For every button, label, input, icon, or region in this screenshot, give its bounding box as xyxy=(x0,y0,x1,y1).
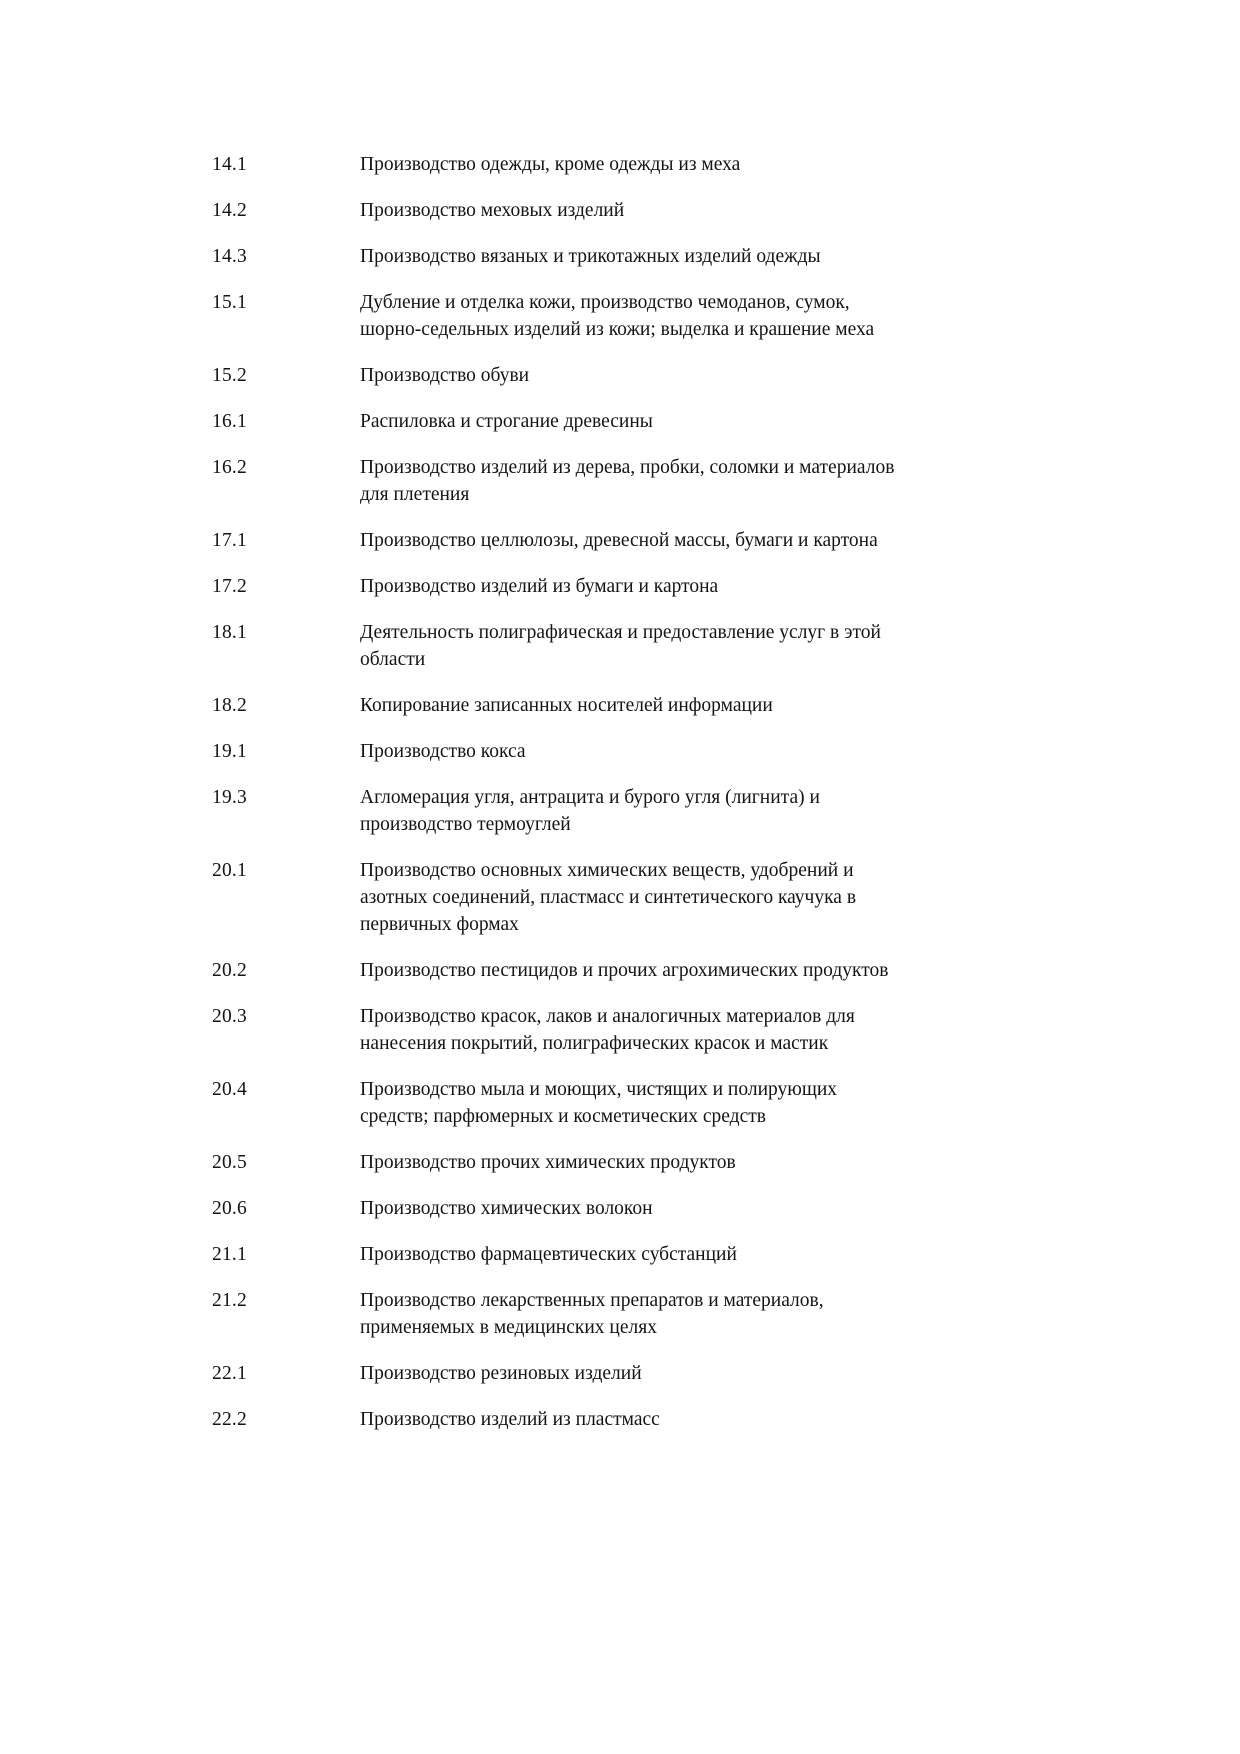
industry-code: 16.2 xyxy=(212,457,247,478)
industry-description: Производство изделий из пластмасс xyxy=(360,1409,660,1430)
industry-description: Производство изделий из бумаги и картона xyxy=(360,576,719,597)
industry-code: 16.1 xyxy=(212,411,247,432)
industry-code-row: 20.2 Производство пестицидов и прочих аг… xyxy=(212,957,1180,984)
industry-code-row: 20.4 Производство мыла и моющих, чистящи… xyxy=(212,1076,1180,1130)
industry-code: 21.2 xyxy=(212,1290,247,1311)
industry-description: Распиловка и строгание древесины xyxy=(360,411,653,432)
industry-description: Агломерация угля, антрацита и бурого угл… xyxy=(360,787,820,835)
industry-code-row: 14.1 Производство одежды, кроме одежды и… xyxy=(212,151,1180,178)
industry-code: 18.1 xyxy=(212,622,247,643)
industry-description: Производство лекарственных препаратов и … xyxy=(360,1290,824,1338)
industry-code: 20.4 xyxy=(212,1079,247,1100)
industry-code: 19.3 xyxy=(212,787,247,808)
industry-code-row: 22.1 Производство резиновых изделий xyxy=(212,1360,1180,1387)
industry-description: Производство целлюлозы, древесной массы,… xyxy=(360,530,878,551)
industry-description: Производство основных химических веществ… xyxy=(360,860,857,935)
industry-code-row: 16.2 Производство изделий из дерева, про… xyxy=(212,454,1180,508)
industry-code: 20.6 xyxy=(212,1198,247,1219)
industry-description: Деятельность полиграфическая и предостав… xyxy=(360,622,881,670)
industry-code-list: 14.1 Производство одежды, кроме одежды и… xyxy=(212,151,1180,1433)
industry-code-row: 15.1 Дубление и отделка кожи, производст… xyxy=(212,289,1180,343)
industry-code: 18.2 xyxy=(212,695,247,716)
industry-description: Производство кокса xyxy=(360,741,526,762)
industry-code: 14.2 xyxy=(212,200,247,221)
industry-description: Производство красок, лаков и аналогичных… xyxy=(360,1006,855,1054)
industry-description: Производство одежды, кроме одежды из мех… xyxy=(360,154,741,175)
industry-description: Производство фармацевтических субстанций xyxy=(360,1244,737,1265)
industry-code: 20.1 xyxy=(212,860,247,881)
industry-code-row: 20.1 Производство основных химических ве… xyxy=(212,857,1180,938)
industry-code-row: 14.2 Производство меховых изделий xyxy=(212,197,1180,224)
industry-code: 19.1 xyxy=(212,741,247,762)
industry-description: Производство прочих химических продуктов xyxy=(360,1152,736,1173)
industry-description: Производство мыла и моющих, чистящих и п… xyxy=(360,1079,838,1127)
industry-code-row: 21.2 Производство лекарственных препарат… xyxy=(212,1287,1180,1341)
industry-code-row: 21.1 Производство фармацевтических субст… xyxy=(212,1241,1180,1268)
industry-description: Производство химических волокон xyxy=(360,1198,653,1219)
industry-code: 15.2 xyxy=(212,365,247,386)
industry-code-row: 20.3 Производство красок, лаков и аналог… xyxy=(212,1003,1180,1057)
industry-description: Производство пестицидов и прочих агрохим… xyxy=(360,960,889,981)
industry-code-row: 17.2 Производство изделий из бумаги и ка… xyxy=(212,573,1180,600)
industry-code: 21.1 xyxy=(212,1244,247,1265)
industry-code: 14.3 xyxy=(212,246,247,267)
industry-code-row: 18.1 Деятельность полиграфическая и пред… xyxy=(212,619,1180,673)
industry-description: Производство обуви xyxy=(360,365,530,386)
industry-code: 22.1 xyxy=(212,1363,247,1384)
industry-code: 14.1 xyxy=(212,154,247,175)
industry-code: 15.1 xyxy=(212,292,247,313)
industry-description: Копирование записанных носителей информа… xyxy=(360,695,773,716)
industry-code-row: 20.6 Производство химических волокон xyxy=(212,1195,1180,1222)
industry-code: 20.2 xyxy=(212,960,247,981)
industry-code: 17.1 xyxy=(212,530,247,551)
industry-code-row: 19.3 Агломерация угля, антрацита и бурог… xyxy=(212,784,1180,838)
industry-description: Производство изделий из дерева, пробки, … xyxy=(360,457,895,505)
industry-code: 20.5 xyxy=(212,1152,247,1173)
industry-code-row: 22.2 Производство изделий из пластмасс xyxy=(212,1406,1180,1433)
industry-code-row: 15.2 Производство обуви xyxy=(212,362,1180,389)
industry-description: Дубление и отделка кожи, производство че… xyxy=(360,292,875,340)
industry-code: 22.2 xyxy=(212,1409,247,1430)
industry-code-row: 19.1 Производство кокса xyxy=(212,738,1180,765)
industry-code-row: 18.2 Копирование записанных носителей ин… xyxy=(212,692,1180,719)
industry-code-row: 14.3 Производство вязаных и трикотажных … xyxy=(212,243,1180,270)
industry-code: 20.3 xyxy=(212,1006,247,1027)
industry-description: Производство вязаных и трикотажных издел… xyxy=(360,246,821,267)
industry-code-row: 20.5 Производство прочих химических прод… xyxy=(212,1149,1180,1176)
industry-code-row: 16.1 Распиловка и строгание древесины xyxy=(212,408,1180,435)
industry-description: Производство резиновых изделий xyxy=(360,1363,642,1384)
industry-code: 17.2 xyxy=(212,576,247,597)
industry-code-row: 17.1 Производство целлюлозы, древесной м… xyxy=(212,527,1180,554)
industry-description: Производство меховых изделий xyxy=(360,200,625,221)
